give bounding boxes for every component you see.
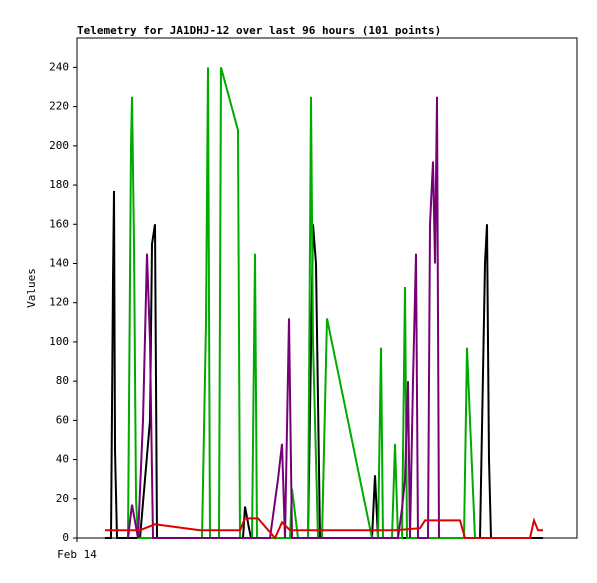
x-tick-label: Feb 14 bbox=[57, 548, 97, 561]
y-tick-label: 100 bbox=[49, 335, 69, 348]
y-tick-label: 140 bbox=[49, 256, 69, 269]
y-tick-label: 200 bbox=[49, 139, 69, 152]
y-axis-label: Values bbox=[25, 268, 38, 308]
y-tick-label: 0 bbox=[62, 531, 69, 544]
y-tick-label: 20 bbox=[56, 492, 69, 505]
y-tick-label: 40 bbox=[56, 453, 69, 466]
y-tick-label: 220 bbox=[49, 100, 69, 113]
y-tick-label: 60 bbox=[56, 413, 69, 426]
y-tick-label: 160 bbox=[49, 217, 69, 230]
series-line bbox=[105, 517, 543, 540]
y-tick-label: 240 bbox=[49, 60, 69, 73]
series-line bbox=[127, 96, 440, 539]
series-line bbox=[105, 190, 543, 539]
y-tick-label: 180 bbox=[49, 178, 69, 191]
chart-title: Telemetry for JA1DHJ-12 over last 96 hou… bbox=[77, 24, 441, 37]
y-tick-label: 120 bbox=[49, 296, 69, 309]
y-tick-label: 80 bbox=[56, 374, 69, 387]
